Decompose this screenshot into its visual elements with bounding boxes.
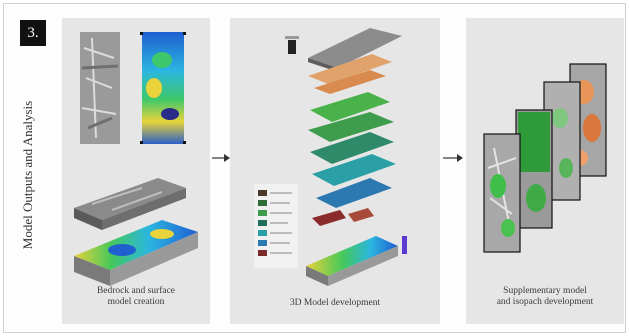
panel-bedrock-surface: Bedrock and surface model creation (62, 18, 210, 324)
panel-2-caption-line-1: 3D Model development (289, 298, 381, 308)
panel-2-graphics (254, 28, 407, 286)
panel-1-graphics (74, 32, 198, 286)
section-title: Model Outputs and Analysis (8, 60, 48, 290)
panel-3d-model: 3D Model development (230, 18, 440, 324)
maroon-layer (312, 210, 346, 226)
legend-swatches (258, 190, 267, 256)
section-title-text: Model Outputs and Analysis (20, 100, 35, 250)
panel-3-graphics (483, 63, 607, 253)
panel-supplementary-isopach: Supplementary model and isopach developm… (466, 18, 624, 324)
panel-3-caption-line-1: Supplementary model (503, 286, 587, 296)
right-arrow-icon (212, 154, 230, 162)
teal-layer-1 (312, 154, 396, 186)
step-number-badge: 3. (20, 20, 46, 46)
right-arrow-icon (443, 154, 463, 162)
bottom-3d-colored-block (306, 236, 398, 276)
bedrock-3d-block (74, 178, 186, 220)
panel-3-caption-line-2: and isopach development (496, 297, 594, 307)
grayscale-terrain-map (80, 32, 120, 144)
panel-1-caption-line-2: model creation (107, 297, 165, 307)
top-surface-layer (308, 28, 402, 68)
panel-1-caption-line-1: Bedrock and surface (96, 286, 176, 296)
green-layer-1 (310, 92, 390, 122)
